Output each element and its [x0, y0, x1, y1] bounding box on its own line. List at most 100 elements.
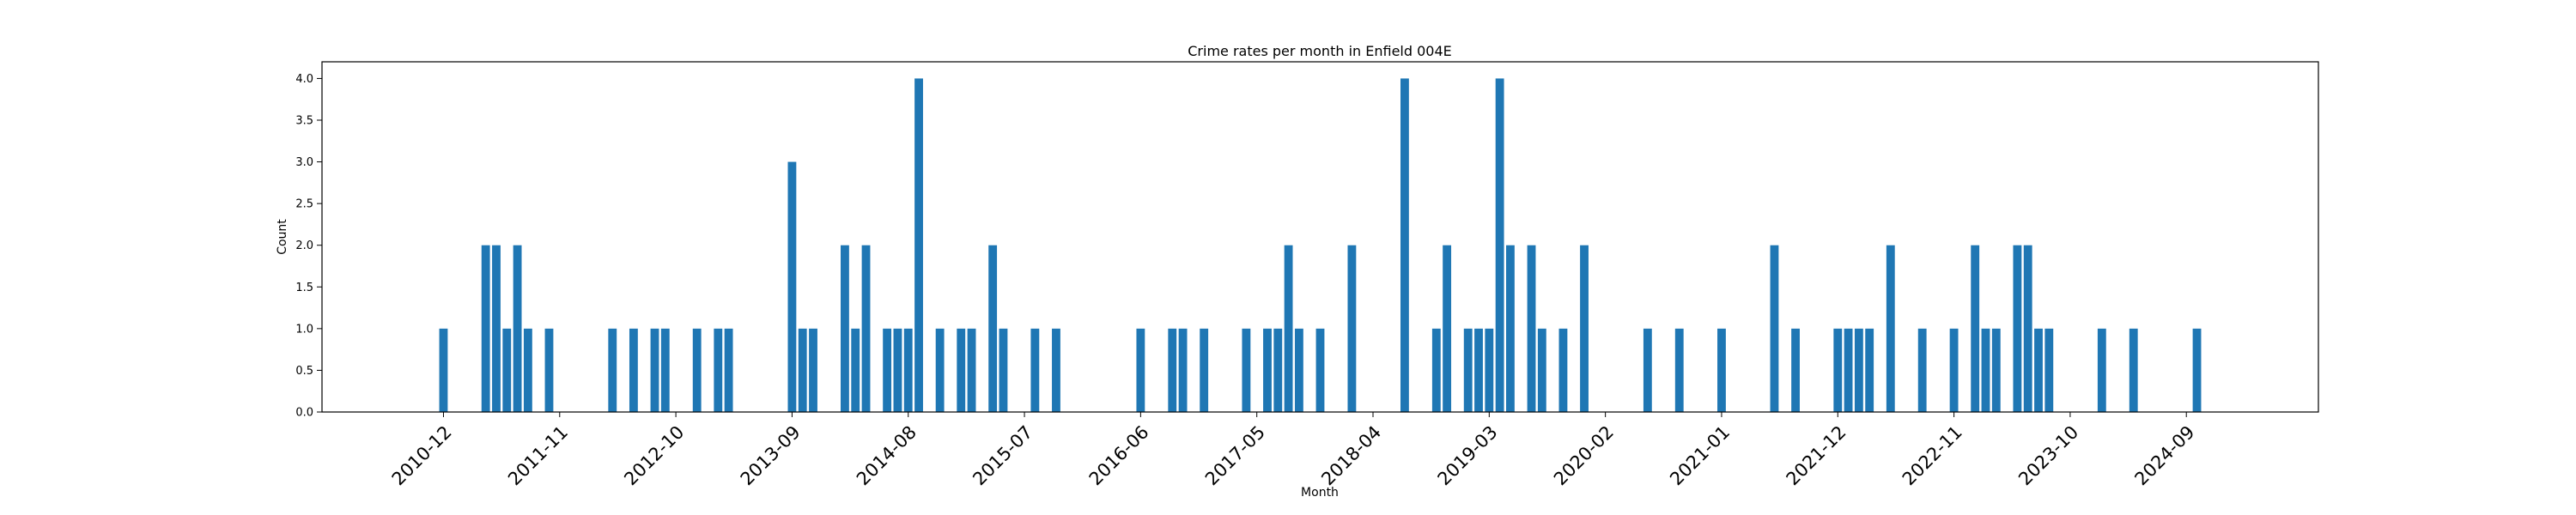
- bar-2019-03: [1485, 328, 1494, 412]
- bar-2016-10: [1178, 328, 1188, 412]
- bar-2011-07: [513, 245, 522, 412]
- x-tick-label: 2013-09: [737, 421, 805, 489]
- bar-2011-04: [481, 245, 490, 412]
- x-tick-label: 2020-02: [1550, 421, 1618, 489]
- bar-2021-12: [1833, 328, 1843, 412]
- y-tick-label: 1.0: [295, 323, 313, 336]
- plot-frame: [321, 61, 2319, 413]
- bar-2022-08: [1917, 328, 1927, 412]
- x-tick-label: 2023-10: [2014, 421, 2082, 489]
- y-axis: 0.0 0.5 1.0 1.5 2.0 2.5 3.0 3.5 4.0: [295, 73, 322, 420]
- bar-2019-04: [1495, 78, 1504, 413]
- bar-2021-08: [1791, 328, 1800, 412]
- bar-2013-09: [787, 161, 797, 412]
- bar-2018-07: [1400, 78, 1409, 413]
- bar-2015-05: [999, 328, 1008, 412]
- bar-2014-11: [935, 328, 945, 412]
- bar-2018-10: [1431, 328, 1441, 412]
- bar-2013-03: [724, 328, 733, 412]
- bar-2022-02: [1854, 328, 1863, 412]
- bar-2014-02: [841, 245, 849, 412]
- bar-2013-11: [809, 328, 817, 412]
- bar-2023-07: [2034, 328, 2043, 412]
- y-tick-label: 0.5: [295, 365, 313, 378]
- bar-2019-10: [1558, 328, 1568, 412]
- bar-2016-12: [1200, 328, 1209, 412]
- bar-2019-07: [1527, 245, 1536, 412]
- bar-2013-10: [798, 328, 807, 412]
- x-tick-label: 2014-08: [853, 421, 920, 489]
- y-tick-label: 3.5: [295, 115, 313, 128]
- x-tick-label: 2011-11: [504, 421, 572, 489]
- x-tick-label: 2018-04: [1317, 421, 1385, 489]
- bar-2017-07: [1273, 328, 1283, 412]
- bar-2023-03: [1991, 328, 2001, 412]
- bar-2011-08: [523, 328, 532, 412]
- bar-2022-03: [1865, 328, 1874, 412]
- bar-2012-12: [692, 328, 702, 412]
- x-axis: 2010-12 2011-11 2012-10 2013-09 2014-08 2015-…: [388, 412, 2199, 489]
- bar-2014-08: [903, 328, 913, 412]
- y-tick-label: 0.0: [295, 407, 313, 420]
- bar-2015-04: [988, 245, 998, 412]
- bar-2014-04: [861, 245, 871, 412]
- x-tick-label: 2016-06: [1085, 421, 1153, 489]
- bar-2024-04: [2129, 328, 2138, 412]
- bar-2019-02: [1474, 328, 1483, 412]
- bar-2024-10: [2192, 328, 2202, 412]
- x-tick-label: 2021-12: [1783, 421, 1850, 489]
- bar-2017-09: [1294, 328, 1303, 412]
- x-tick-label: 2017-05: [1201, 421, 1269, 489]
- bar-2015-01: [957, 328, 966, 412]
- bar-2019-05: [1506, 245, 1515, 412]
- x-tick-label: 2012-10: [620, 421, 688, 489]
- bar-2017-08: [1284, 245, 1293, 412]
- bar-2019-01: [1463, 328, 1473, 412]
- bar-2018-11: [1443, 245, 1452, 412]
- y-tick-label: 4.0: [295, 73, 313, 86]
- y-tick-label: 3.0: [295, 156, 313, 169]
- y-axis-label: Count: [276, 219, 289, 255]
- bar-2015-10: [1052, 328, 1060, 412]
- bar-2023-06: [2023, 245, 2032, 412]
- bar-2018-02: [1347, 245, 1357, 412]
- bar-2014-03: [851, 328, 860, 412]
- bar-2011-06: [502, 328, 512, 412]
- bar-2017-06: [1263, 328, 1272, 412]
- bar-2013-02: [714, 328, 723, 412]
- y-tick-label: 2.0: [295, 239, 313, 252]
- bar-2021-06: [1770, 245, 1779, 412]
- bar-2023-05: [2013, 245, 2022, 412]
- bar-2023-02: [1981, 328, 1990, 412]
- bar-2014-06: [883, 328, 892, 412]
- x-tick-label: 2015-07: [969, 421, 1036, 489]
- bar-2020-06: [1643, 328, 1652, 412]
- bar-2019-12: [1580, 245, 1589, 412]
- bar-2014-07: [893, 328, 902, 412]
- bar-2022-01: [1844, 328, 1853, 412]
- bar-2016-06: [1136, 328, 1145, 412]
- bar-2023-08: [2044, 328, 2054, 412]
- bar-2010-12: [439, 328, 448, 412]
- bar-2017-04: [1242, 328, 1251, 412]
- x-axis-label: Month: [1301, 486, 1339, 500]
- bar-2022-11: [1949, 328, 1959, 412]
- bar-2023-01: [1971, 245, 1980, 412]
- x-tick-label: 2010-12: [388, 421, 456, 489]
- bar-2017-11: [1315, 328, 1325, 412]
- bar-2012-09: [660, 328, 670, 412]
- bar-2016-09: [1168, 328, 1177, 412]
- bar-2015-02: [967, 328, 976, 412]
- bar-2011-05: [492, 245, 501, 412]
- bar-2019-08: [1537, 328, 1546, 412]
- bar-2015-08: [1030, 328, 1040, 412]
- bar-2014-09: [914, 78, 923, 413]
- bar-2022-05: [1886, 245, 1895, 412]
- y-tick-label: 1.5: [295, 282, 313, 294]
- bar-2024-01: [2097, 328, 2106, 412]
- bars-group: [439, 78, 2202, 413]
- bar-2011-10: [544, 328, 554, 412]
- bar-2020-09: [1674, 328, 1684, 412]
- bar-2012-06: [629, 328, 638, 412]
